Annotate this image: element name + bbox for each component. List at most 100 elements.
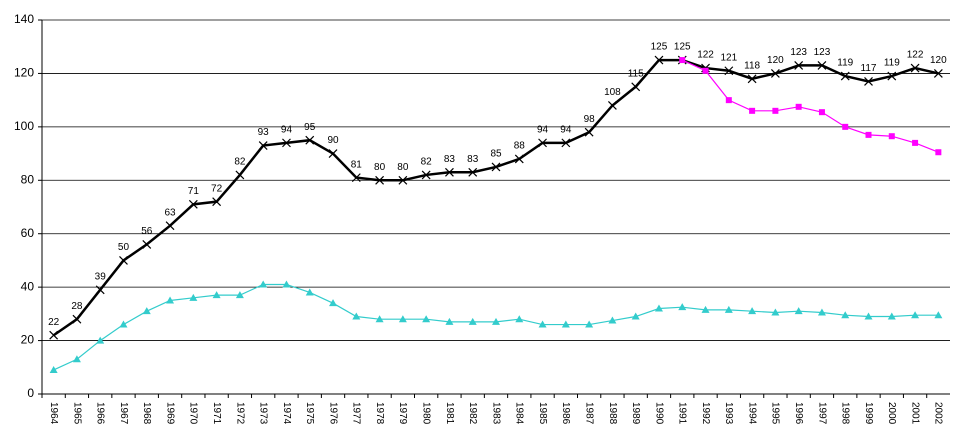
marker (561, 320, 570, 328)
x-tick-label: 1981 (444, 402, 455, 425)
y-tick-label: 140 (14, 12, 34, 26)
marker (95, 285, 105, 295)
y-tick-label: 20 (21, 333, 35, 347)
marker (235, 170, 245, 180)
marker (772, 107, 779, 114)
marker (421, 170, 431, 180)
marker (585, 320, 594, 328)
x-tick-label: 1989 (630, 402, 641, 425)
x-tick-label: 1965 (71, 402, 82, 425)
marker (515, 315, 524, 323)
marker (166, 296, 175, 304)
marker (398, 175, 408, 185)
marker (235, 291, 244, 299)
x-tick-label: 1973 (258, 402, 269, 425)
marker (189, 293, 198, 301)
marker (887, 312, 896, 320)
marker (701, 305, 710, 313)
x-tick-label: 1969 (164, 402, 175, 425)
marker (631, 312, 640, 320)
x-tick-label: 1982 (467, 402, 478, 425)
marker (888, 133, 895, 140)
marker (934, 311, 943, 319)
marker (933, 69, 943, 78)
x-tick-label: 1986 (560, 402, 571, 425)
marker (422, 315, 431, 323)
data-label: 56 (141, 226, 153, 237)
x-tick-label: 1993 (723, 402, 734, 425)
x-tick-label: 1991 (677, 402, 688, 425)
data-label: 85 (490, 149, 502, 160)
x-tick-label: 1964 (48, 402, 59, 425)
marker (935, 149, 942, 156)
data-label: 123 (790, 47, 807, 58)
marker (514, 154, 524, 164)
data-label: 81 (351, 159, 363, 170)
x-tick-label: 1971 (211, 402, 222, 425)
x-tick-label: 1970 (188, 402, 199, 425)
marker (771, 308, 780, 316)
marker (794, 60, 804, 70)
marker (912, 139, 919, 146)
x-tick-label: 1966 (95, 402, 106, 425)
marker (491, 162, 501, 172)
data-label: 122 (907, 50, 924, 61)
marker (724, 66, 734, 76)
x-tick-label: 2001 (909, 402, 920, 425)
marker (864, 77, 873, 86)
marker (561, 138, 571, 148)
x-tick-label: 1976 (327, 402, 338, 425)
marker (725, 97, 732, 104)
marker (445, 167, 454, 177)
x-tick-label: 1985 (537, 402, 548, 425)
marker (305, 135, 315, 145)
x-tick-label: 1999 (863, 402, 874, 425)
data-label: 120 (930, 55, 947, 66)
marker (842, 123, 849, 130)
marker (329, 299, 338, 307)
y-tick-label: 0 (27, 386, 34, 400)
marker (608, 316, 617, 324)
marker (887, 71, 897, 81)
marker (724, 305, 733, 313)
data-label: 82 (234, 157, 246, 168)
marker (328, 149, 338, 158)
marker (654, 55, 664, 65)
marker (72, 314, 82, 324)
data-label: 82 (421, 157, 433, 168)
marker (445, 317, 454, 325)
marker (142, 239, 152, 249)
x-tick-label: 1998 (840, 402, 851, 425)
marker (770, 69, 780, 78)
marker (911, 311, 920, 319)
data-label: 123 (814, 47, 831, 58)
marker (259, 280, 268, 288)
data-label: 115 (628, 68, 644, 79)
x-tick-label: 1995 (770, 402, 781, 425)
data-label: 120 (767, 55, 784, 66)
marker (794, 307, 803, 315)
marker (212, 197, 222, 207)
marker (375, 315, 384, 323)
data-label: 28 (71, 301, 83, 312)
marker (352, 312, 361, 320)
x-tick-label: 1997 (816, 402, 827, 425)
data-label: 119 (837, 58, 853, 69)
x-tick-label: 1979 (397, 402, 408, 425)
data-label: 94 (560, 125, 572, 136)
marker (840, 71, 850, 81)
data-label: 93 (258, 127, 270, 138)
x-tick-label: 2002 (933, 402, 944, 425)
data-label: 80 (374, 162, 386, 173)
marker (468, 317, 477, 325)
x-tick-label: 1987 (583, 402, 594, 425)
marker (142, 307, 151, 315)
y-tick-label: 40 (21, 279, 35, 293)
series-line (682, 59, 939, 153)
x-tick-label: 1990 (653, 402, 664, 425)
x-tick-label: 1974 (281, 402, 292, 425)
data-label: 80 (397, 162, 409, 173)
marker (398, 315, 407, 323)
marker (654, 304, 663, 312)
marker (212, 291, 221, 299)
